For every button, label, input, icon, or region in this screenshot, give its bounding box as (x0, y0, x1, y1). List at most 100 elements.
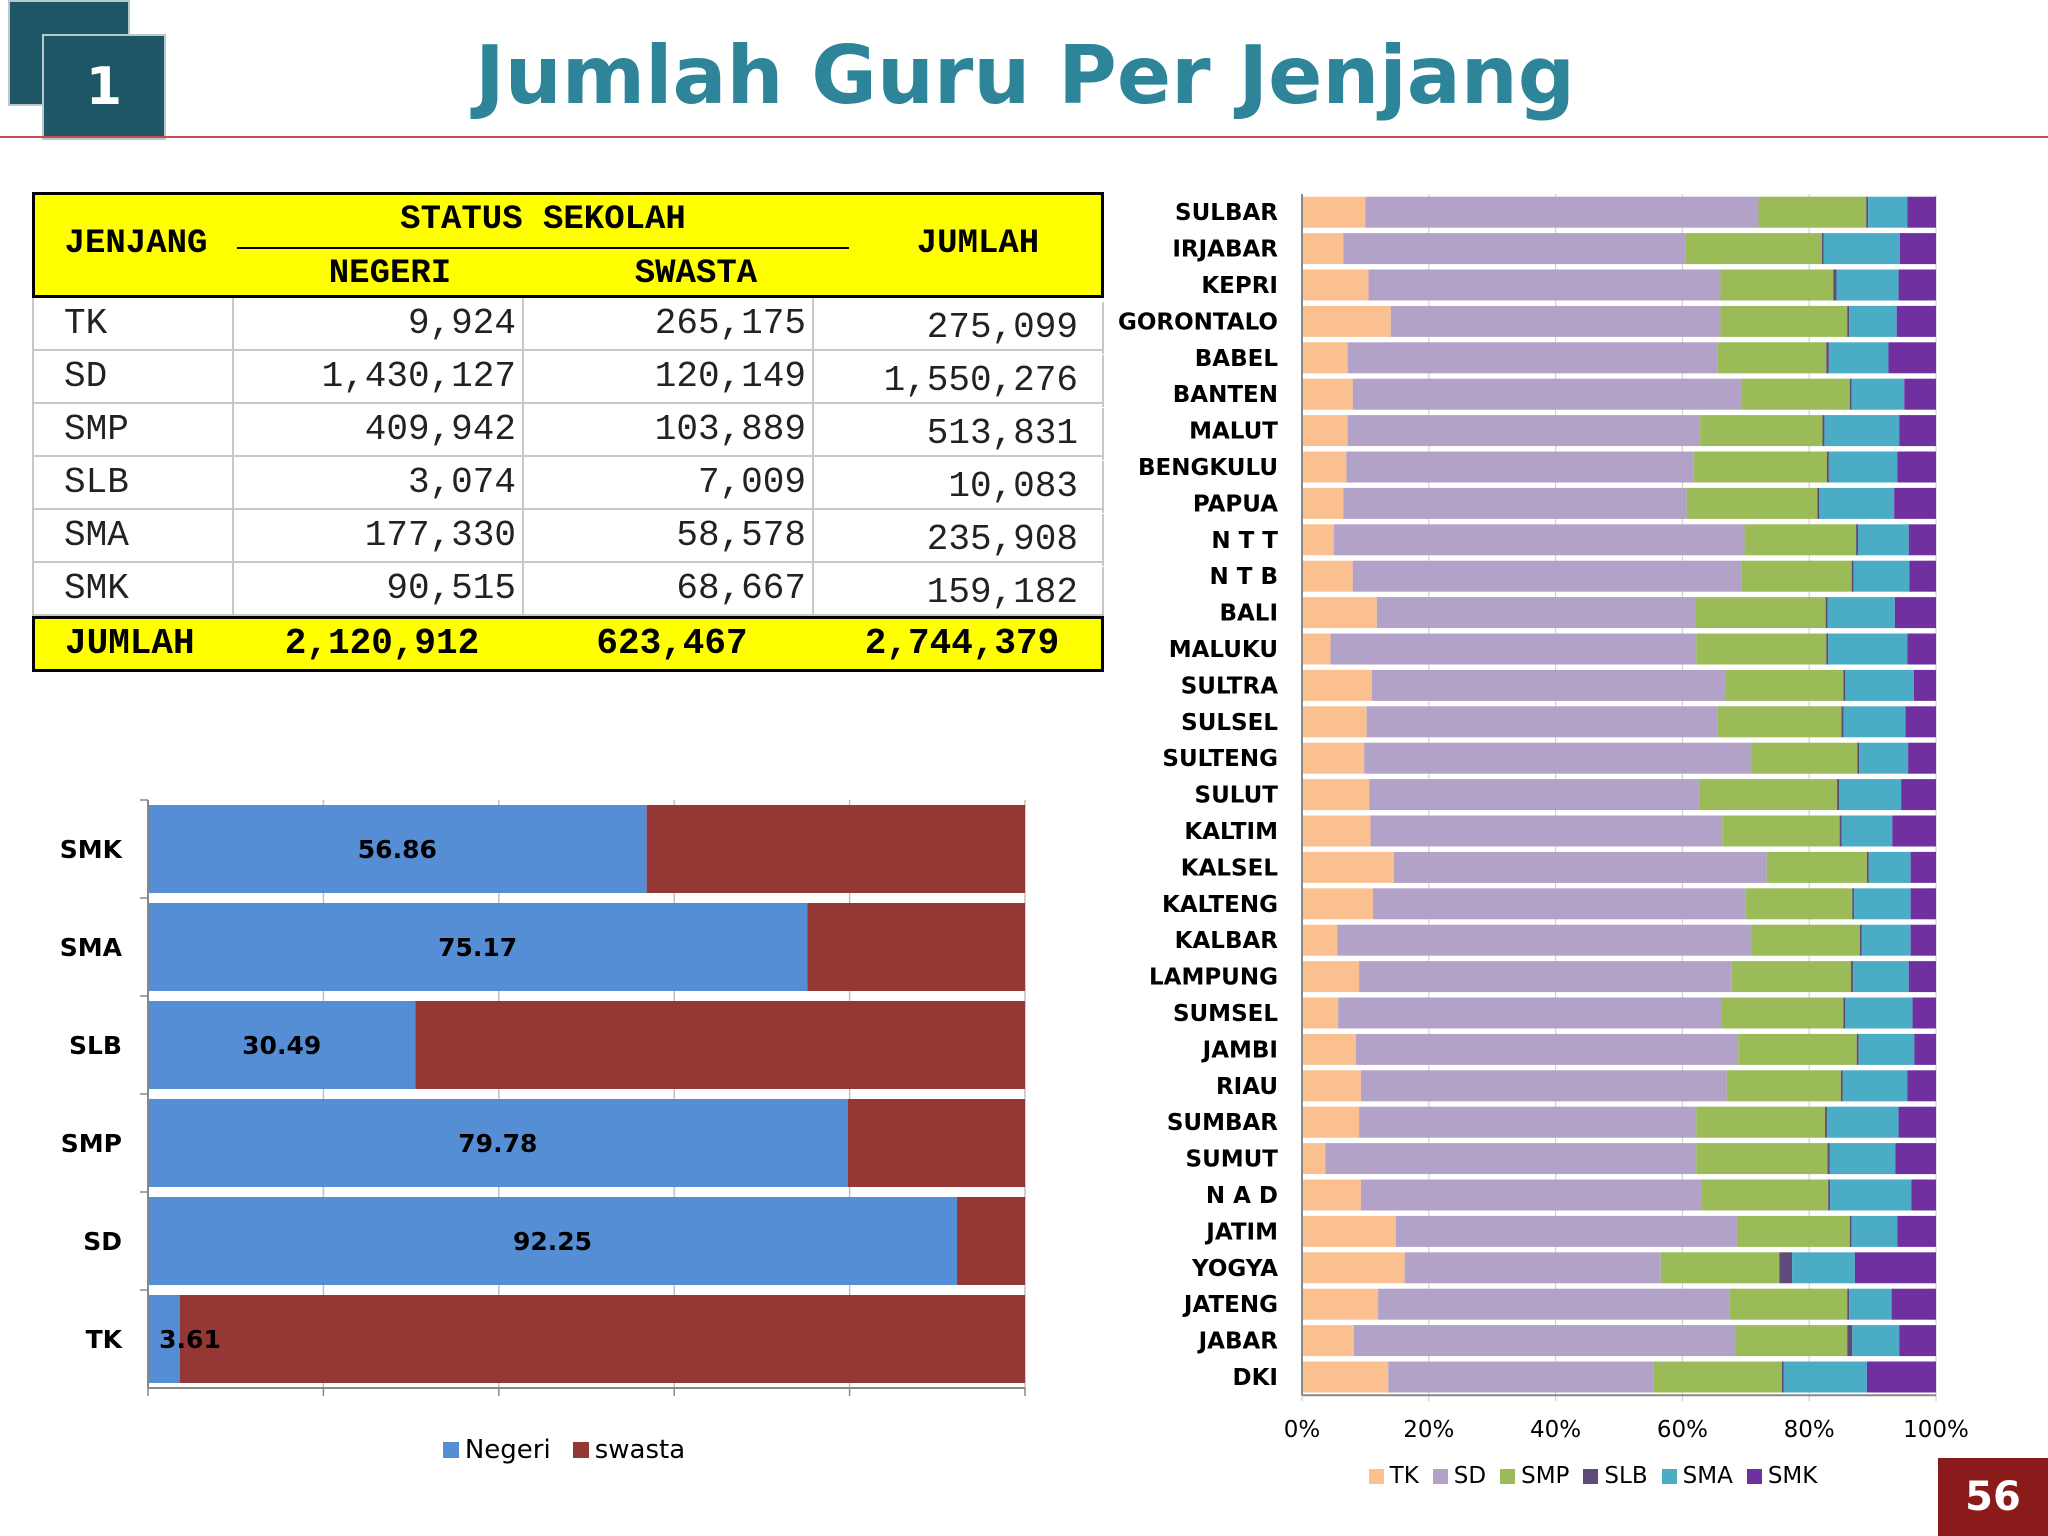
bar-smp (1653, 1361, 1782, 1393)
bar-sd (1355, 1033, 1739, 1065)
bar-slb (1851, 961, 1853, 993)
bar-sd (1325, 1143, 1697, 1175)
bar-slb (1849, 378, 1852, 410)
bar-tk (1302, 1325, 1354, 1357)
bar-sma (1783, 1361, 1867, 1393)
bar-sma (1824, 415, 1900, 447)
bar-sma (1792, 1252, 1855, 1284)
bar-sma (1858, 1033, 1915, 1065)
bar-smk (1897, 451, 1936, 483)
province-label: JATIM (1204, 1219, 1278, 1245)
province-label: MALUT (1189, 419, 1278, 445)
bar-sma (1852, 1325, 1900, 1357)
cell-jenjang: SD (32, 351, 234, 403)
negeri-swasta-chart: SMK 56.86 SMA 75.17 SLB 30.49 SMP 79.78 SD 92.25 T… (60, 799, 1026, 1396)
bar-tk (1302, 233, 1344, 265)
bar-sd (1338, 997, 1722, 1029)
legend-swatch (1500, 1468, 1516, 1484)
bar-tk (1302, 1252, 1405, 1284)
cell-jenjang: SMP (32, 404, 234, 456)
bar-slb (1828, 1179, 1831, 1211)
bar-slb (1779, 1252, 1793, 1284)
bar-slb (1837, 779, 1839, 811)
legend-item: TK (1368, 1463, 1419, 1489)
cell-swasta: 7,009 (524, 457, 814, 509)
bar-smk (1898, 1106, 1936, 1138)
bar-slb (1821, 233, 1824, 265)
cell-swasta: 58,578 (524, 510, 814, 562)
bar-smk (1897, 1215, 1936, 1247)
bar-sd (1333, 524, 1745, 556)
bar-slb (1856, 524, 1859, 556)
table-row: SD 1,430,127 120,149 1,550,276 (32, 351, 1104, 407)
bar-smk (1907, 196, 1936, 228)
cell-jumlah: 159,182 (814, 567, 1104, 619)
bar-sd (1353, 1325, 1736, 1357)
bar-sd (1390, 305, 1721, 337)
legend-item: SMK (1746, 1463, 1817, 1489)
bar-tk (1302, 196, 1366, 228)
bar-swasta (415, 1001, 1025, 1089)
bar-sd (1347, 415, 1701, 447)
bar-slb (1826, 342, 1829, 374)
bar-smk (1892, 815, 1936, 847)
bar-slb (1826, 451, 1829, 483)
bar-sma (1868, 196, 1908, 228)
bar-smk (1910, 888, 1936, 920)
data-label: 79.78 (458, 1129, 537, 1158)
bar-sma (1836, 269, 1899, 301)
legend-label: swasta (594, 1435, 686, 1465)
province-label: SUMBAR (1167, 1110, 1278, 1136)
table-row: SMP 409,942 103,889 513,831 (32, 404, 1104, 460)
province-label: DKI (1233, 1365, 1278, 1391)
bar-slb (1840, 1070, 1843, 1102)
bar-slb (1856, 1033, 1859, 1065)
bar-swasta (179, 1295, 1026, 1383)
bar-sd (1388, 1361, 1654, 1393)
title-divider (0, 136, 2048, 138)
legend-label: SLB (1604, 1463, 1648, 1489)
bar-sma (1854, 888, 1911, 920)
province-label: JABAR (1197, 1329, 1279, 1355)
bar-smk (1888, 342, 1936, 374)
bar-tk (1302, 961, 1360, 993)
legend-swatch (1661, 1468, 1677, 1484)
bar-smk (1907, 633, 1936, 665)
bar-tk (1302, 597, 1377, 629)
bar-sma (1819, 487, 1895, 519)
bar-slb (1857, 742, 1860, 774)
province-label: JATENG (1182, 1292, 1278, 1318)
table-row: TK 9,924 265,175 275,099 (32, 298, 1104, 354)
bar-smk (1854, 1252, 1936, 1284)
bar-sma (1868, 851, 1911, 883)
bar-smk (1866, 1361, 1936, 1393)
bar-tk (1302, 560, 1353, 592)
bar-smp (1745, 888, 1853, 920)
province-label: SUMUT (1186, 1147, 1279, 1173)
bar-slb (1851, 560, 1854, 592)
cell-swasta: 68,667 (524, 563, 814, 615)
data-label: 75.17 (438, 933, 517, 962)
bar-negeri (148, 1197, 958, 1285)
bar-swasta (957, 1197, 1025, 1285)
bar-smk (1899, 233, 1936, 265)
bar-sd (1373, 888, 1746, 920)
bar-tk (1302, 742, 1365, 774)
bar-slb (1866, 196, 1869, 228)
bar-sd (1371, 669, 1726, 701)
bar-sma (1830, 1179, 1912, 1211)
cell-swasta: 265,175 (524, 298, 814, 350)
bar-sd (1378, 1288, 1730, 1320)
cell-jumlah: 275,099 (814, 302, 1104, 354)
x-tick-label: 0% (1284, 1417, 1321, 1443)
bar-tk (1302, 924, 1338, 956)
bar-sma (1828, 633, 1908, 665)
bar-tk (1302, 706, 1367, 738)
bar-sd (1369, 779, 1699, 811)
cell-negeri: 3,074 (234, 457, 524, 509)
bar-smp (1721, 997, 1844, 1029)
bar-smp (1720, 269, 1834, 301)
bar-smp (1717, 342, 1827, 374)
bar-sd (1352, 560, 1742, 592)
bar-slb (1847, 1288, 1850, 1320)
